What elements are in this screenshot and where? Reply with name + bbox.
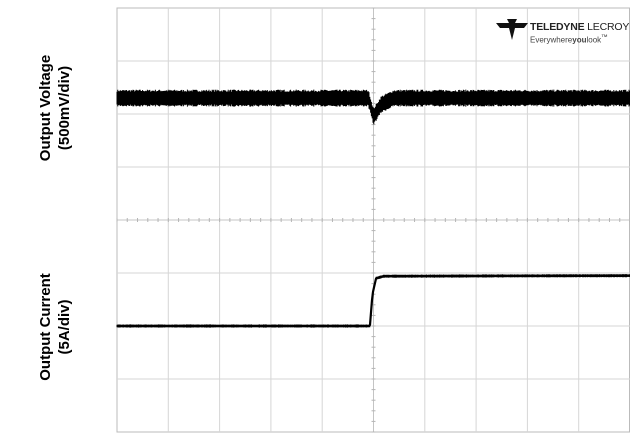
y-axis-label-voltage: Output Voltage (500mV/div) xyxy=(0,8,110,208)
logo-tagline-mark: ™ xyxy=(601,34,608,41)
logo-tagline-bold: you xyxy=(572,35,587,45)
y-axis-label-current-scale: (5A/div) xyxy=(56,299,73,355)
teledyne-logo-icon xyxy=(496,19,528,40)
logo-brand-text: TELEDYNE LECROY xyxy=(530,21,629,33)
y-axis-label-current-name: Output Current xyxy=(37,273,54,381)
trace-output-voltage-core xyxy=(116,97,630,117)
teledyne-lecroy-logo: TELEDYNE LECROY Everywhereyoulook™ xyxy=(496,19,629,49)
logo-brand-bold: TELEDYNE xyxy=(530,21,585,33)
trace-output-current-core xyxy=(116,274,630,328)
logo-tagline-post: look xyxy=(586,35,602,45)
logo-brand-light: LECROY xyxy=(587,21,630,33)
logo-tagline: Everywhereyoulook™ xyxy=(530,34,608,45)
y-axis-label-voltage-name: Output Voltage xyxy=(37,54,54,162)
y-axis-label-current: Output Current (5A/div) xyxy=(0,222,110,432)
logo-tagline-pre: Everywhere xyxy=(530,35,573,45)
y-axis-label-voltage-scale: (500mV/div) xyxy=(56,65,73,151)
